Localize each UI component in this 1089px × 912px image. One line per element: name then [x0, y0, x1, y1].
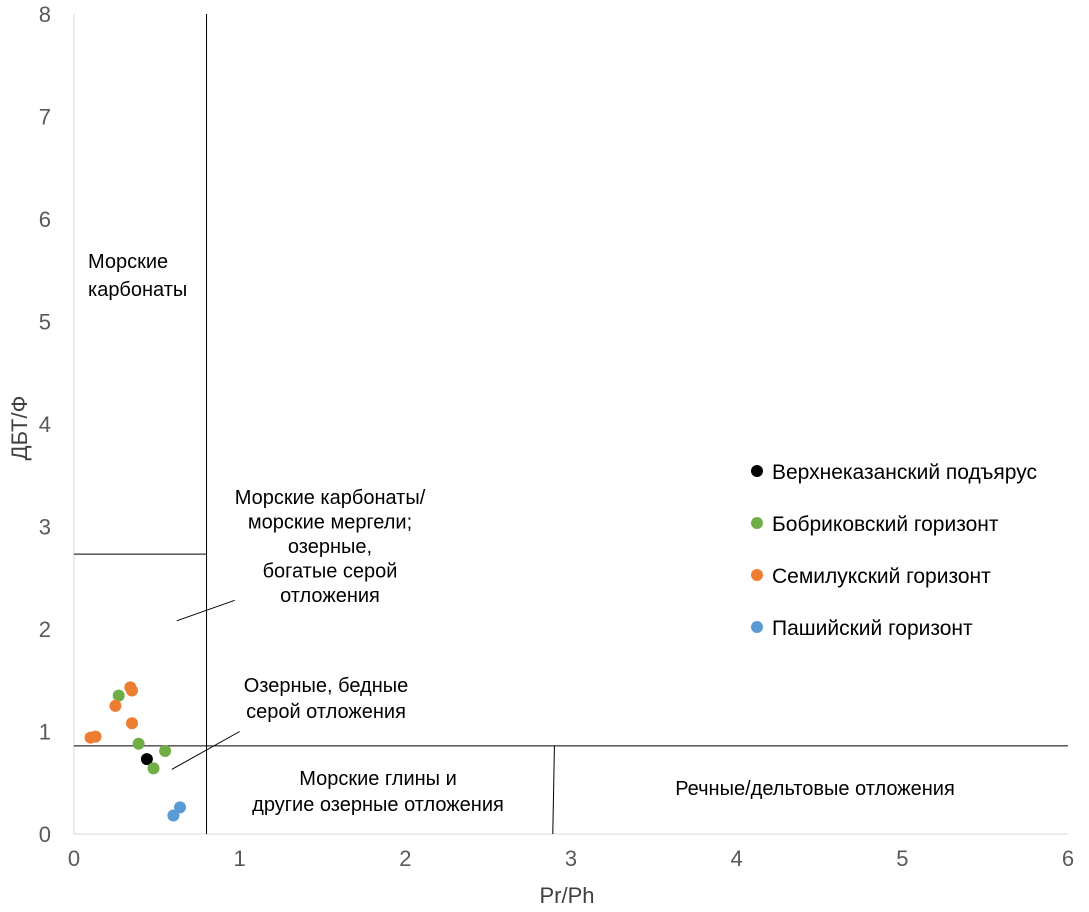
region-label: Морские карбонаты: [88, 251, 187, 301]
data-point: [112, 689, 125, 702]
legend-marker: [751, 569, 763, 581]
region-label: Озерные, бедные серой отложения: [244, 675, 409, 723]
region-label-line: Озерные, бедные: [244, 675, 409, 697]
region-label: Речные/дельтовые отложения: [675, 778, 955, 800]
y-tick-label: 8: [39, 2, 51, 27]
legend-label: Пашийский горизонт: [772, 617, 973, 640]
y-tick-label: 4: [39, 412, 51, 437]
legend-label: Верхнеказанский подъярус: [772, 461, 1037, 484]
legend: Верхнеказанский подъярус Бобриковский гор…: [751, 461, 1037, 640]
region-label-line: Морские глины и: [299, 768, 457, 790]
y-tick-labels: 0 1 2 3 4 5 6 7 8: [39, 2, 51, 847]
y-tick-label: 7: [39, 105, 51, 130]
legend-marker: [751, 517, 763, 529]
data-point: [167, 809, 180, 822]
y-axis-title: ДБТ/Ф: [7, 396, 32, 461]
region-label-line: Речные/дельтовые отложения: [675, 778, 955, 800]
region-label-line: богатые серой: [263, 561, 398, 583]
y-tick-label: 1: [39, 720, 51, 745]
axes: [73, 14, 1068, 835]
leader-line: [171, 731, 240, 770]
region-label-line: отложения: [280, 585, 380, 607]
region-label-line: морские мергели;: [248, 512, 412, 534]
data-point: [159, 744, 172, 757]
data-point: [147, 762, 160, 775]
region-label-line: озерные,: [288, 536, 372, 558]
data-point: [89, 730, 102, 743]
data-point: [140, 753, 153, 766]
region-label-line: другие озерные отложения: [252, 794, 504, 816]
y-tick-label: 2: [39, 617, 51, 642]
data-points: [84, 681, 187, 822]
region-label: Морские глины и другие озерные отложения: [252, 768, 504, 816]
y-tick-label: 5: [39, 310, 51, 335]
data-point: [132, 737, 145, 750]
x-tick-label: 4: [731, 846, 743, 871]
data-point: [174, 801, 187, 814]
leader-lines: [171, 599, 240, 770]
region-label-line: серой отложения: [246, 701, 406, 723]
data-point: [109, 699, 122, 712]
x-tick-label: 3: [565, 846, 577, 871]
region-label-line: карбонаты: [88, 279, 187, 301]
x-tick-label: 5: [896, 846, 908, 871]
leader-line: [176, 599, 235, 622]
x-tick-label: 2: [399, 846, 411, 871]
legend-marker: [751, 465, 763, 477]
region-label: Морские карбонаты/морские мергели; озерны…: [235, 487, 426, 607]
x-tick-labels: 0 1 2 3 4 5 6: [68, 846, 1074, 871]
legend-label: Бобриковский горизонт: [772, 513, 999, 536]
x-tick-label: 6: [1062, 846, 1074, 871]
region-boundary-line: [552, 745, 555, 835]
region-labels: Морские карбонаты Морские карбонаты/морски…: [88, 251, 955, 816]
data-point: [125, 717, 138, 730]
y-tick-label: 6: [39, 207, 51, 232]
legend-label: Семилукский горизонт: [772, 565, 991, 588]
legend-marker: [751, 621, 763, 633]
region-label-line: Морские: [88, 251, 168, 273]
data-point: [125, 684, 138, 697]
x-axis-title: Pr/Ph: [539, 883, 594, 908]
x-tick-label: 0: [68, 846, 80, 871]
y-tick-label: 0: [39, 822, 51, 847]
region-boundaries: [74, 14, 1068, 835]
x-tick-label: 1: [234, 846, 246, 871]
y-tick-label: 3: [39, 515, 51, 540]
region-label-line: Морские карбонаты/: [235, 487, 426, 509]
